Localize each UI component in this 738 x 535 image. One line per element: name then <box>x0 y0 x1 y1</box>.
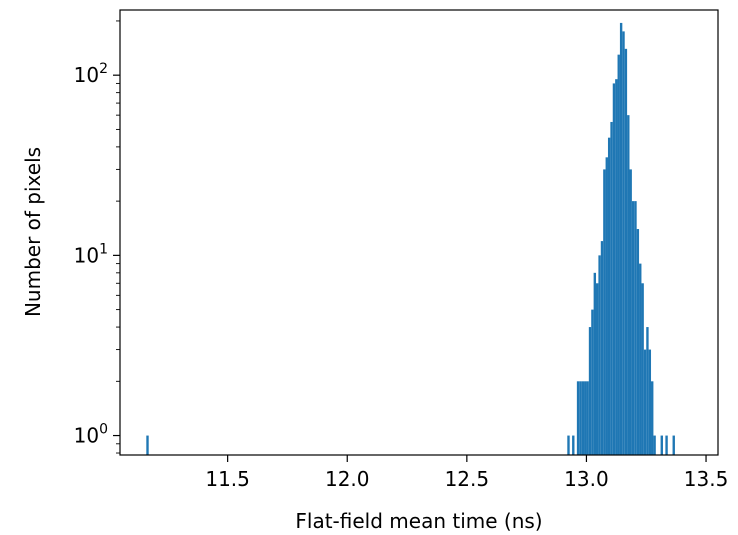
histogram-bar <box>612 83 616 456</box>
histogram-bar <box>660 435 663 455</box>
y-tick-label: 102 <box>74 61 108 87</box>
histogram-bar <box>619 22 623 455</box>
histogram-bar <box>584 381 587 455</box>
histogram-bar <box>641 283 644 455</box>
histogram-bar <box>648 349 652 455</box>
x-tick-label: 13.0 <box>564 467 609 491</box>
histogram-bar <box>665 435 668 455</box>
histogram-bar <box>646 327 649 455</box>
histogram-bar <box>591 309 594 455</box>
histogram-bar <box>572 435 575 455</box>
histogram-bar <box>634 201 637 455</box>
histogram-bar <box>576 381 580 455</box>
histogram-bar <box>603 169 606 455</box>
histogram-bar <box>617 54 620 456</box>
histogram-bar <box>605 157 608 455</box>
y-tick-exponent: 2 <box>99 61 108 77</box>
histogram-bar <box>631 201 635 455</box>
y-tick-exponent: 0 <box>99 422 108 438</box>
y-tick-base: 10 <box>74 243 99 267</box>
histogram-bar <box>622 31 625 455</box>
histogram-bar <box>600 241 604 455</box>
y-tick-base: 10 <box>74 424 99 448</box>
histogram-bar <box>596 283 599 455</box>
histogram-bar <box>653 435 656 455</box>
y-tick-base: 10 <box>74 63 99 87</box>
histogram-bar <box>598 255 601 455</box>
histogram-bar <box>586 381 589 455</box>
histogram-bar <box>588 327 592 455</box>
histogram-bar <box>567 435 570 455</box>
y-tick-label: 101 <box>74 241 108 267</box>
y-tick-exponent: 1 <box>99 241 108 257</box>
plot-frame <box>119 9 719 456</box>
histogram-bar <box>639 263 642 455</box>
y-axis-title: Number of pixels <box>21 147 45 317</box>
histogram-bar <box>643 349 647 455</box>
x-axis: 11.5 12.0 12.5 13.0 13.5 <box>205 455 728 491</box>
y-tick-label: 100 <box>74 422 108 448</box>
histogram-bar <box>146 435 149 455</box>
histogram-bars <box>146 22 675 456</box>
x-tick-label: 13.5 <box>684 467 729 491</box>
x-axis-title: Flat-field mean time (ns) <box>295 509 542 533</box>
x-tick-label: 11.5 <box>205 467 250 491</box>
histogram-bar <box>581 381 585 455</box>
histogram-bar <box>624 48 628 455</box>
histogram-bar <box>593 272 597 455</box>
histogram-bar <box>672 435 675 455</box>
histogram-bar <box>627 115 630 456</box>
x-tick-label: 12.5 <box>445 467 490 491</box>
histogram-bar <box>636 229 640 455</box>
histogram-bar <box>607 137 611 456</box>
histogram-bar <box>615 79 618 455</box>
x-tick-label: 12.0 <box>325 467 370 491</box>
histogram-bar <box>610 121 613 456</box>
histogram-bar <box>629 169 632 455</box>
histogram-bar <box>651 381 654 455</box>
histogram-bar <box>579 381 582 455</box>
